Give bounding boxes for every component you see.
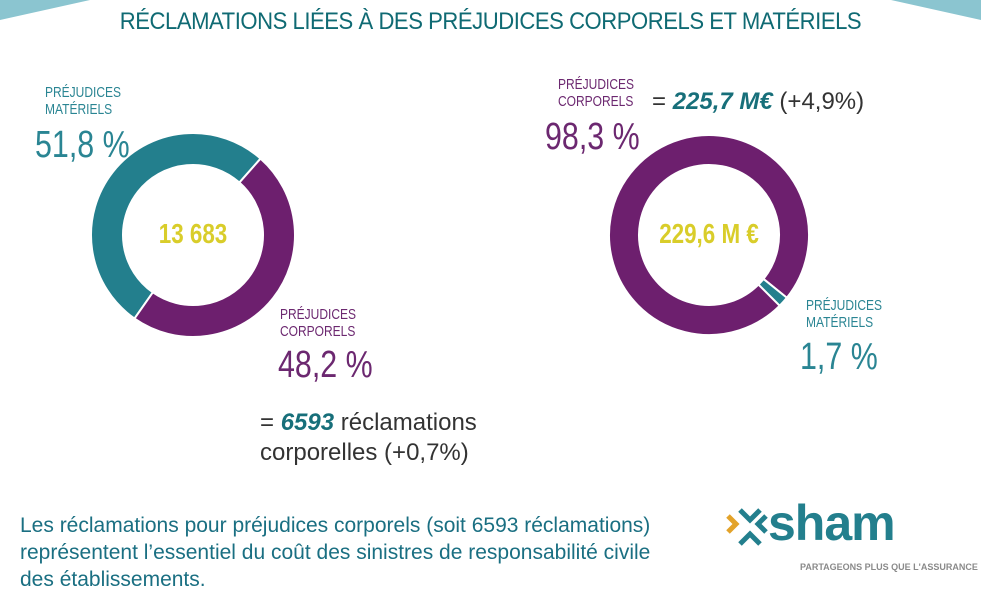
footer-text: Les réclamations pour préjudices corpore… bbox=[20, 512, 650, 593]
note-text: (+4,9%) bbox=[772, 88, 865, 115]
note-eq: = bbox=[260, 409, 281, 436]
label-materiels-right: PRÉJUDICES MATÉRIELS bbox=[806, 297, 883, 331]
donut-slice bbox=[608, 134, 810, 336]
label-materiels-left: PRÉJUDICES MATÉRIELS bbox=[45, 84, 122, 118]
note-value: 6593 bbox=[280, 409, 335, 436]
footer-line: Les réclamations pour préjudices corpore… bbox=[20, 514, 651, 537]
sham-logo: sham PARTAGEONS PLUS QUE L'ASSURANCE bbox=[726, 495, 978, 580]
label-corporels-left: PRÉJUDICES CORPORELS bbox=[280, 306, 357, 340]
note-text: corporelles (+0,7%) bbox=[260, 439, 469, 466]
footer-line: représentent l’essentiel du coût des sin… bbox=[20, 541, 651, 564]
logo-mark-icon bbox=[726, 508, 768, 546]
donut-slice bbox=[133, 157, 296, 338]
donut-slice bbox=[757, 277, 789, 308]
center-label-right: 229,6 M € bbox=[659, 218, 759, 249]
footer-line: des établissements. bbox=[20, 568, 206, 591]
donut-left bbox=[90, 132, 296, 338]
note-eq: = bbox=[652, 88, 673, 115]
logo-tagline: PARTAGEONS PLUS QUE L'ASSURANCE bbox=[800, 562, 978, 572]
pct-materiels-left: 51,8 % bbox=[35, 124, 130, 166]
donut-right bbox=[608, 134, 810, 336]
pct-corporels-left: 48,2 % bbox=[278, 344, 373, 386]
left-note: = 6593 réclamations corporelles (+0,7%) bbox=[260, 408, 477, 468]
center-label-left: 13 683 bbox=[158, 218, 228, 249]
note-text: réclamations bbox=[334, 409, 477, 436]
slide-title: RÉCLAMATIONS LIÉES À DES PRÉJUDICES CORP… bbox=[119, 8, 862, 35]
donut-slice bbox=[90, 132, 262, 320]
note-value: 225,7 M€ bbox=[672, 88, 773, 115]
pct-corporels-right: 98,3 % bbox=[545, 116, 640, 158]
right-note: = 225,7 M€ (+4,9%) bbox=[652, 88, 864, 116]
logo-name: sham bbox=[768, 495, 896, 551]
pct-materiels-right: 1,7 % bbox=[800, 336, 878, 378]
label-corporels-right: PRÉJUDICES CORPORELS bbox=[558, 76, 635, 110]
